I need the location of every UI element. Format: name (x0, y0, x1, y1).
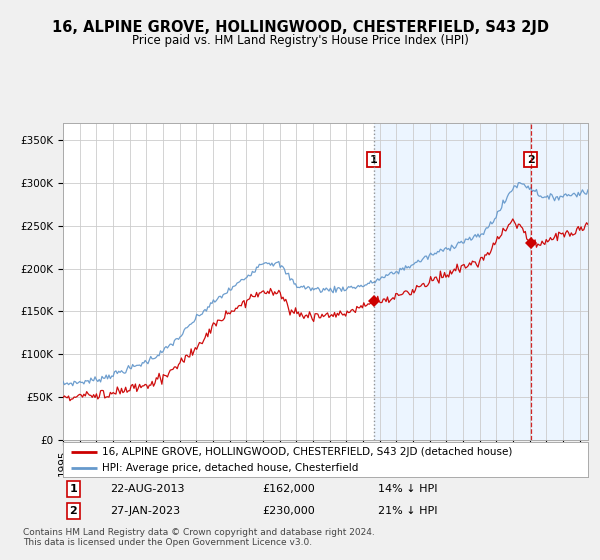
Text: 1: 1 (370, 155, 377, 165)
Text: 27-JAN-2023: 27-JAN-2023 (110, 506, 181, 516)
Text: 1: 1 (70, 484, 77, 494)
Text: 16, ALPINE GROVE, HOLLINGWOOD, CHESTERFIELD, S43 2JD (detached house): 16, ALPINE GROVE, HOLLINGWOOD, CHESTERFI… (103, 447, 513, 457)
Text: HPI: Average price, detached house, Chesterfield: HPI: Average price, detached house, Ches… (103, 463, 359, 473)
Text: 22-AUG-2013: 22-AUG-2013 (110, 484, 185, 494)
Text: Contains HM Land Registry data © Crown copyright and database right 2024.
This d: Contains HM Land Registry data © Crown c… (23, 528, 374, 547)
Text: 14% ↓ HPI: 14% ↓ HPI (378, 484, 437, 494)
Text: 16, ALPINE GROVE, HOLLINGWOOD, CHESTERFIELD, S43 2JD: 16, ALPINE GROVE, HOLLINGWOOD, CHESTERFI… (52, 20, 548, 35)
Text: 2: 2 (70, 506, 77, 516)
Bar (374, 123, 588, 440)
Text: 2: 2 (527, 155, 535, 165)
Text: 21% ↓ HPI: 21% ↓ HPI (378, 506, 437, 516)
Text: £230,000: £230,000 (263, 506, 315, 516)
Text: Price paid vs. HM Land Registry's House Price Index (HPI): Price paid vs. HM Land Registry's House … (131, 34, 469, 46)
Text: £162,000: £162,000 (263, 484, 315, 494)
